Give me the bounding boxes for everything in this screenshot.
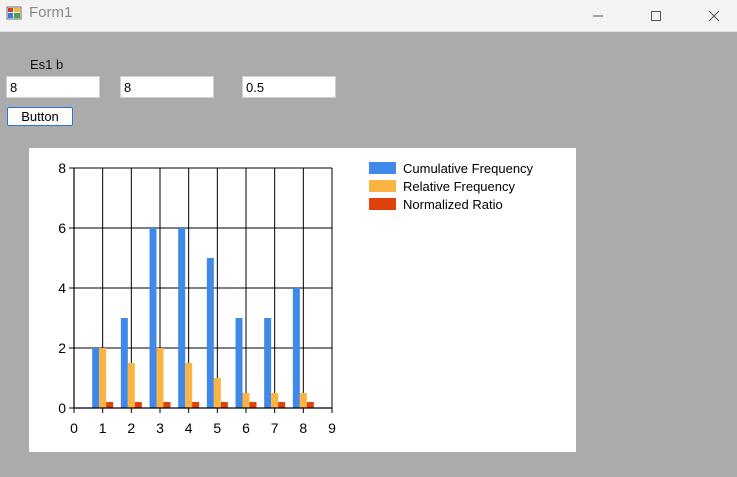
bar [220, 402, 228, 408]
bar [120, 318, 128, 408]
maximize-icon [651, 10, 661, 21]
bar [264, 318, 272, 408]
x-tick-label: 5 [213, 420, 221, 436]
bar [92, 348, 100, 408]
maximize-button[interactable] [627, 0, 685, 31]
form-label: Es1 b [30, 57, 64, 72]
y-tick-label: 8 [58, 160, 66, 176]
bar [163, 402, 171, 408]
bar [127, 363, 135, 408]
x-tick-label: 3 [156, 420, 164, 436]
input-field-2[interactable] [120, 76, 214, 98]
x-tick-label: 0 [70, 420, 78, 436]
bar [292, 288, 300, 408]
bar [242, 393, 250, 408]
bar [213, 378, 221, 408]
input-field-3[interactable] [242, 76, 336, 98]
bar [206, 258, 214, 408]
bar [106, 402, 114, 408]
bar [235, 318, 243, 408]
bar [156, 348, 164, 408]
input-field-1[interactable] [6, 76, 100, 98]
bar [271, 393, 279, 408]
y-tick-label: 0 [58, 400, 66, 416]
close-icon [708, 10, 720, 21]
y-tick-label: 6 [58, 220, 66, 236]
bar [99, 348, 107, 408]
minimize-icon [593, 15, 603, 16]
legend-swatch [369, 180, 396, 192]
title-bar: Form1 [0, 0, 737, 32]
bar [299, 393, 307, 408]
x-tick-label: 6 [242, 420, 250, 436]
legend-label: Relative Frequency [403, 179, 515, 194]
bar [249, 402, 257, 408]
x-tick-label: 1 [99, 420, 107, 436]
bar [306, 402, 314, 408]
action-button[interactable]: Button [7, 107, 73, 126]
bar [134, 402, 142, 408]
x-tick-label: 9 [328, 420, 336, 436]
bar [149, 228, 157, 408]
window-title: Form1 [29, 4, 73, 21]
minimize-button[interactable] [569, 0, 627, 31]
legend-label: Normalized Ratio [403, 197, 503, 212]
legend-swatch [369, 198, 396, 210]
bar-chart: 0 2 4 6 8 0 1 2 3 4 5 6 7 8 9 Cumulative Frequency Relat… [58, 160, 534, 436]
bar [192, 402, 200, 408]
close-button[interactable] [685, 0, 737, 31]
x-tick-label: 4 [185, 420, 193, 436]
y-tick-label: 2 [58, 340, 66, 356]
bar [178, 228, 186, 408]
bar [185, 363, 193, 408]
x-tick-label: 7 [271, 420, 279, 436]
x-tick-label: 2 [127, 420, 135, 436]
chart-panel: 0 2 4 6 8 0 1 2 3 4 5 6 7 8 9 Cumulative Frequency Relat… [29, 148, 576, 452]
y-tick-label: 4 [58, 280, 66, 296]
app-icon [6, 6, 22, 20]
bar [278, 402, 286, 408]
legend-label: Cumulative Frequency [403, 161, 534, 176]
legend-swatch [369, 162, 396, 174]
x-tick-label: 8 [299, 420, 307, 436]
